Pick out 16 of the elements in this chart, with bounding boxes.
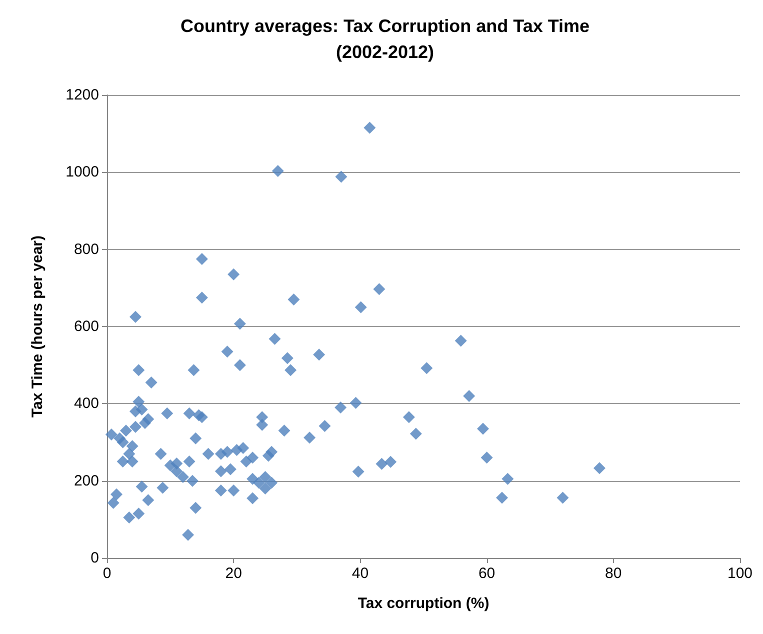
y-tick-label: 0 [90, 550, 99, 566]
y-tick-label: 800 [74, 240, 99, 258]
y-tick-label: 1200 [66, 86, 99, 104]
x-tick-label: 0 [102, 565, 112, 582]
y-tick-label: 1000 [66, 164, 99, 181]
x-tick-label: 40 [352, 565, 369, 582]
y-axis-title: Tax Time (hours per year) [29, 235, 46, 418]
y-tick-label: 200 [74, 472, 99, 490]
y-tick-label: 600 [74, 318, 99, 335]
chart-title: Country averages: Tax Corruption and Tax Time (2002-2012) [180, 16, 590, 62]
x-axis-title: Tax corruption (%) [358, 595, 490, 612]
x-tick-label: 80 [605, 565, 622, 582]
x-tick-label: 20 [225, 565, 242, 582]
x-tick-label: 60 [478, 565, 496, 582]
x-tick-label: 100 [727, 565, 753, 582]
y-tick-label: 400 [74, 395, 99, 412]
